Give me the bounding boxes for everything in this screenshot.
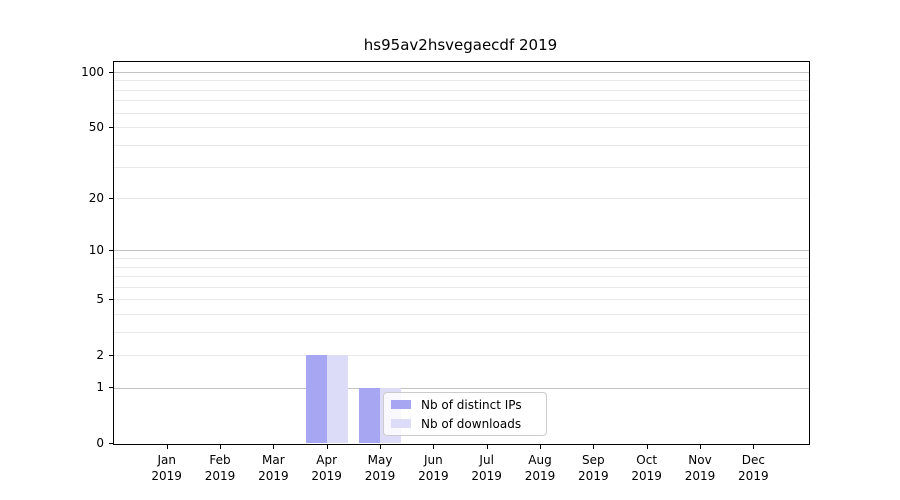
x-tick-mark [326, 445, 328, 449]
y-tick-label: 20 [88, 190, 104, 205]
y-tick-mark [109, 443, 113, 444]
y-gridline-minor [114, 331, 809, 333]
y-tick-mark [109, 249, 113, 251]
y-gridline-minor [114, 100, 809, 102]
y-tick-label: 5 [96, 291, 104, 306]
x-tick-mark [593, 445, 595, 449]
y-tick-label: 2 [96, 347, 104, 362]
x-tick-label: Jun 2019 [418, 452, 449, 483]
x-tick-mark [753, 445, 755, 449]
x-tick-label: Apr 2019 [311, 452, 342, 483]
y-tick-mark [109, 197, 113, 199]
x-tick-mark [220, 445, 222, 449]
y-tick-label: 1 [96, 380, 104, 395]
x-tick-mark [380, 445, 382, 449]
x-tick-mark [166, 445, 168, 449]
x-tick-label: Dec 2019 [738, 452, 769, 483]
legend-entry: Nb of distinct IPs [391, 398, 546, 412]
y-tick-mark [109, 354, 113, 356]
x-tick-label: Sep 2019 [578, 452, 609, 483]
y-gridline-minor [114, 198, 809, 200]
y-gridline-major [114, 387, 809, 389]
x-tick-label: Feb 2019 [204, 452, 236, 483]
y-gridline-minor [114, 276, 809, 278]
y-tick-mark [109, 126, 113, 128]
y-gridline-minor [114, 112, 809, 114]
legend-label: Nb of distinct IPs [421, 397, 522, 412]
y-tick-mark [109, 71, 113, 73]
y-gridline-minor [114, 89, 809, 91]
y-gridline-minor [114, 144, 809, 146]
y-tick-label: 0 [96, 436, 104, 450]
bar [326, 355, 348, 444]
y-gridline-minor [114, 286, 809, 288]
y-gridline-minor [114, 299, 809, 301]
x-tick-mark [700, 445, 701, 449]
chart-title: hs95av2hsvegaecdf 2019 [363, 36, 558, 54]
y-tick-mark [109, 387, 113, 389]
y-gridline-minor [114, 355, 809, 357]
x-tick-label: May 2019 [364, 452, 396, 483]
y-tick-mark [109, 298, 113, 300]
x-tick-label: Oct 2019 [631, 452, 662, 483]
x-tick-mark [433, 445, 435, 449]
bar [305, 355, 327, 444]
y-gridline-minor [114, 313, 809, 315]
x-tick-mark [540, 445, 541, 449]
x-tick-mark [273, 445, 275, 449]
x-tick-label: Jul 2019 [471, 452, 502, 483]
x-tick-label: Nov 2019 [684, 452, 716, 483]
y-gridline-minor [114, 266, 809, 268]
legend-swatch [391, 419, 411, 428]
y-gridline-major [114, 250, 809, 252]
legend-label: Nb of downloads [421, 416, 522, 431]
y-gridline-minor [114, 167, 809, 169]
y-gridline-minor [114, 80, 809, 82]
x-tick-label: Aug 2019 [524, 452, 556, 483]
x-tick-mark [646, 445, 648, 449]
legend: Nb of distinct IPs Nb of downloads [383, 392, 547, 436]
x-tick-label: Jan 2019 [151, 452, 182, 483]
bar [359, 387, 381, 444]
y-gridline-minor [114, 258, 809, 260]
y-tick-label: 10 [88, 242, 104, 257]
y-tick-label: 50 [88, 119, 104, 134]
y-gridline-minor [114, 127, 809, 128]
legend-swatch [391, 400, 411, 409]
x-tick-label: Mar 2019 [258, 452, 289, 483]
plot-area [113, 61, 810, 445]
legend-entry: Nb of downloads [391, 417, 546, 431]
y-gridline-major [114, 72, 809, 73]
x-tick-mark [486, 445, 488, 449]
y-tick-label: 100 [81, 64, 104, 79]
